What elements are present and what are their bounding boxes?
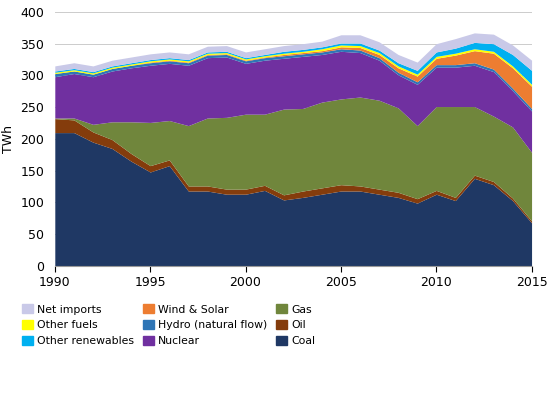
Legend: Net imports, Other fuels, Other renewables, Wind & Solar, Hydro (natural flow), : Net imports, Other fuels, Other renewabl…	[22, 304, 315, 346]
Y-axis label: TWh: TWh	[2, 125, 15, 153]
